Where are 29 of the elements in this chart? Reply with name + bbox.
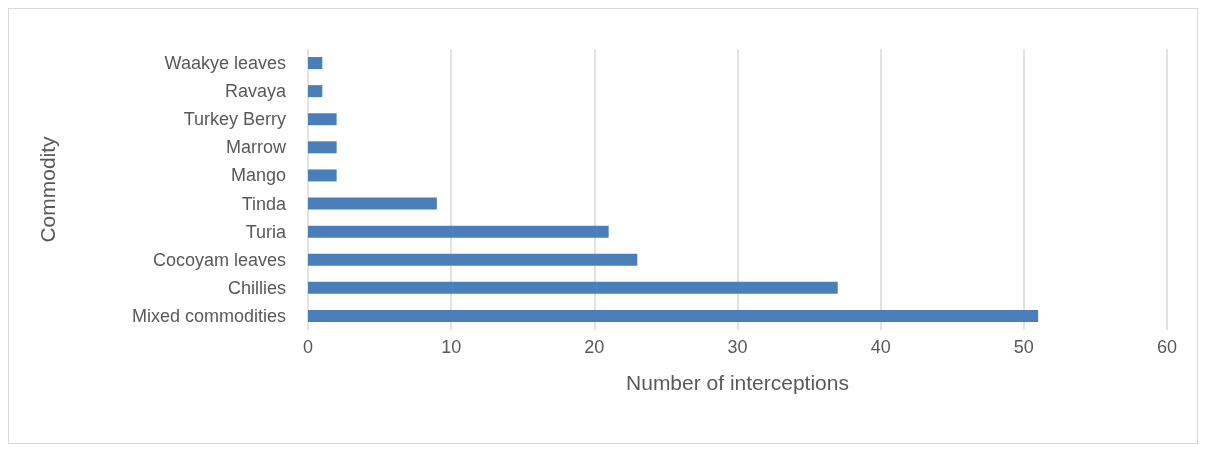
x-tick-label: 40 [870,337,891,357]
y-axis-title: Commodity [36,135,59,243]
y-tick-label: Cocoyam leaves [152,249,286,270]
bar [308,197,437,210]
bar [308,225,609,238]
y-tick-label: Turkey Berry [183,109,286,130]
bar [308,253,638,266]
x-tick-label: 30 [727,337,748,357]
bar [308,169,337,182]
y-tick-label: Mixed commodities [131,305,286,326]
y-tick-label: Waakye leaves [164,53,286,74]
x-tick-label: 20 [584,337,605,357]
bar [308,281,838,294]
y-tick-label: Marrow [225,137,287,158]
y-tick-label: Mango [230,165,286,186]
y-tick-label: Ravaya [224,81,287,102]
bar [308,309,1039,322]
bar [308,113,337,126]
x-tick-label: 60 [1156,337,1178,357]
x-tick-label: 0 [302,337,314,357]
y-tick-label: Tinda [241,193,287,214]
bar [308,141,337,154]
y-tick-label: Chillies [227,277,286,298]
x-tick-label: 50 [1013,337,1034,357]
bar [308,57,323,70]
x-tick-label: 10 [441,337,462,357]
bar [308,85,323,98]
y-tick-label: Turia [245,221,287,242]
x-axis-title: Number of interceptions [626,371,849,394]
